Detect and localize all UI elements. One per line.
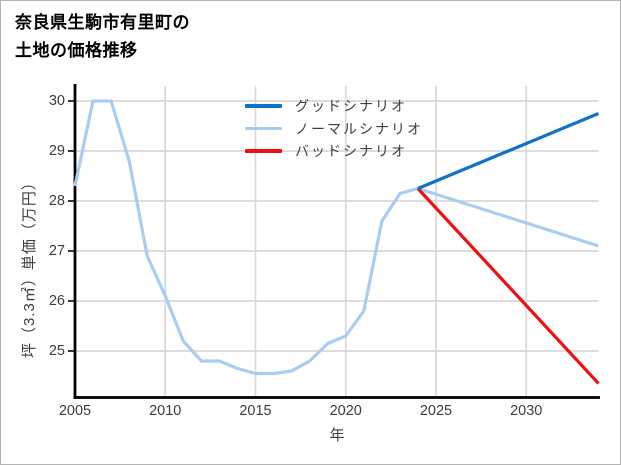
legend: グッドシナリオ ノーマルシナリオ バッドシナリオ [245,98,423,166]
good-scenario-line-swatch [245,104,282,108]
bad-scenario-label: バッドシナリオ [295,143,407,160]
y-tick-label: 29 [48,142,65,159]
y-tick-label: 27 [48,242,65,259]
chart-title-line2: 土地の価格推移 [15,40,138,60]
legend-item-normal: ノーマルシナリオ [245,121,423,137]
y-tick-label: 25 [48,342,65,359]
series-line-good [417,112,600,190]
x-tick-label: 2030 [510,403,543,419]
x-tick-label: 2020 [329,403,362,419]
legend-item-good: グッドシナリオ [245,98,423,114]
x-tick-label: 2015 [239,403,272,419]
legend-item-bad: バッドシナリオ [245,143,423,159]
bad-scenario-line-swatch [245,149,282,153]
x-tick-label: 2025 [419,403,453,419]
normal-scenario-line-swatch [245,126,282,131]
y-tick-label: 28 [48,192,65,209]
good-scenario-label: グッドシナリオ [295,98,407,114]
normal-scenario-label: ノーマルシナリオ [295,120,423,137]
series-line-bad [416,187,600,385]
y-tick-label: 26 [48,292,65,309]
x-tick-label: 2005 [58,403,92,419]
y-tick-label: 30 [48,92,65,109]
x-axis-label: 年 [329,427,345,444]
x-tick-label: 2010 [149,403,182,419]
chart-title-line1: 奈良県生駒市有里町の [15,13,190,32]
chart-title: 奈良県生駒市有里町の 土地の価格推移 [15,9,190,64]
series-line-normal [73,99,599,376]
